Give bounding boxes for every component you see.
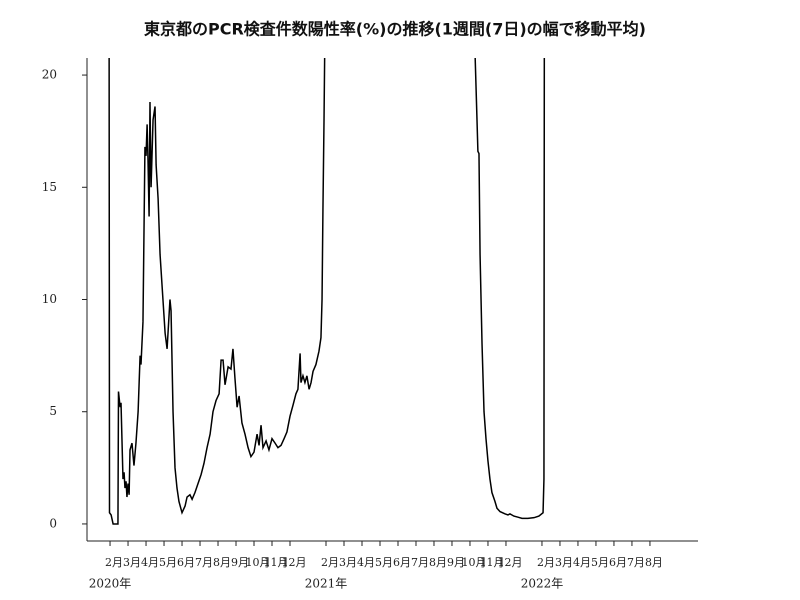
y-tick-label: 10 (42, 292, 57, 306)
x-tick-label: 8月 (429, 556, 447, 569)
x-tick-label: 8月 (645, 556, 663, 569)
x-tick-label: 2月 (105, 556, 123, 569)
x-tick-label: 7月 (411, 556, 429, 569)
x-tick-label: 9月 (447, 556, 465, 569)
year-label: 2021年 (305, 577, 348, 591)
x-tick-label: 10月 (461, 556, 486, 569)
x-tick-label: 6月 (609, 556, 627, 569)
x-tick-label: 11月 (479, 556, 504, 569)
x-tick-label: 2月 (321, 556, 339, 569)
x-tick-label: 6月 (177, 556, 195, 569)
x-tick-label: 4月 (357, 556, 375, 569)
y-tick-label: 20 (42, 68, 57, 82)
x-tick-label: 5月 (159, 556, 177, 569)
x-tick-label: 3月 (123, 556, 141, 569)
y-tick-label: 15 (42, 180, 57, 194)
x-tick-label: 3月 (555, 556, 573, 569)
x-tick-label: 6月 (393, 556, 411, 569)
x-tick-label: 5月 (375, 556, 393, 569)
x-tick-label: 5月 (591, 556, 609, 569)
x-tick-label: 11月 (264, 556, 289, 569)
x-tick-label: 2月 (537, 556, 555, 569)
x-tick-label: 10月 (246, 556, 271, 569)
x-tick-label: 12月 (282, 556, 307, 569)
x-tick-label: 8月 (213, 556, 231, 569)
y-tick-label: 5 (49, 404, 57, 418)
chart-title: 東京都のPCR検査件数陽性率(%)の推移(1週間(7日)の幅で移動平均) (144, 20, 646, 39)
year-label: 2022年 (521, 577, 564, 591)
x-tick-label: 12月 (497, 556, 522, 569)
x-tick-label: 9月 (231, 556, 249, 569)
x-tick-label: 4月 (573, 556, 591, 569)
x-tick-label: 4月 (141, 556, 159, 569)
x-tick-label: 3月 (339, 556, 357, 569)
data-line (108, 58, 546, 525)
year-label: 2020年 (89, 577, 132, 591)
y-tick-label: 0 (49, 516, 57, 530)
x-tick-label: 7月 (195, 556, 213, 569)
x-tick-label: 7月 (627, 556, 645, 569)
